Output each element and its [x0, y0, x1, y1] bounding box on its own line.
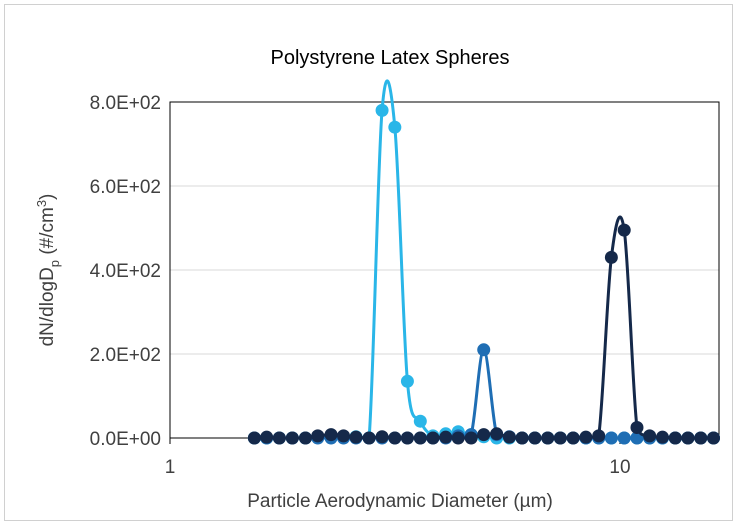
y-tick-label: 6.0E+02: [90, 177, 161, 198]
data-point: [528, 431, 542, 445]
x-tick-label: 10: [609, 457, 630, 478]
data-point: [707, 431, 721, 445]
data-point: [604, 250, 618, 264]
data-point: [668, 431, 682, 445]
y-axis-label-units: (#/cm: [37, 207, 58, 260]
data-point: [247, 431, 261, 445]
series-line: [254, 79, 714, 440]
data-point: [413, 414, 427, 428]
data-point: [604, 431, 618, 445]
y-axis-label-subscript: p: [47, 260, 62, 267]
series-3: [247, 215, 721, 445]
gridlines: [170, 185, 719, 355]
data-point: [553, 431, 567, 445]
series-line: [254, 348, 714, 440]
y-tick-label: 8.0E+02: [90, 93, 161, 114]
data-point: [298, 431, 312, 445]
y-tick-label: 2.0E+02: [90, 345, 161, 366]
data-point: [464, 431, 478, 445]
y-axis-ticks: 0.0E+00 2.0E+02 4.0E+02 6.0E+02 8.0E+02: [90, 93, 161, 450]
data-point: [617, 223, 631, 237]
data-point: [439, 430, 453, 444]
chart-frame: Polystyrene Latex Spheres 0.0E+00 2.0E+02…: [4, 4, 733, 521]
data-point: [285, 431, 299, 445]
y-axis-label-superscript: 3: [34, 200, 49, 207]
y-axis-label-main: dN/dlogD: [37, 267, 58, 346]
x-axis-label: Particle Aerodynamic Diameter (µm): [247, 491, 553, 512]
data-point: [681, 431, 695, 445]
data-point: [502, 430, 516, 444]
data-point: [694, 431, 708, 445]
data-point: [375, 103, 389, 117]
data-point: [324, 428, 338, 442]
data-point: [362, 431, 376, 445]
data-point: [477, 343, 491, 357]
y-axis-label: dN/dlogDp (#/cm3): [34, 194, 62, 347]
data-point: [490, 427, 504, 441]
data-point: [643, 429, 657, 443]
data-point: [592, 429, 606, 443]
data-point: [375, 430, 389, 444]
data-point: [413, 431, 427, 445]
data-point: [630, 421, 644, 434]
data-point: [579, 430, 593, 444]
data-point: [272, 431, 286, 445]
data-point: [388, 431, 402, 445]
y-axis-label-close: ): [37, 194, 58, 200]
data-point: [311, 429, 325, 443]
data-point: [566, 431, 580, 445]
chart-title: Polystyrene Latex Spheres: [270, 47, 509, 69]
data-point: [451, 431, 465, 445]
data-point: [477, 428, 491, 442]
data-point: [388, 120, 402, 134]
x-tick-label: 1: [165, 457, 176, 478]
data-point: [349, 430, 363, 444]
series-layer: [247, 79, 721, 445]
particle-size-chart: Polystyrene Latex Spheres 0.0E+00 2.0E+02…: [34, 47, 721, 512]
data-point: [617, 431, 631, 445]
data-point: [541, 431, 555, 445]
series-line: [254, 215, 714, 440]
data-point: [260, 430, 274, 444]
y-tick-label: 4.0E+02: [90, 261, 161, 282]
y-tick-label: 0.0E+00: [90, 429, 161, 450]
data-point: [515, 431, 529, 445]
data-point: [426, 431, 440, 445]
data-point: [400, 374, 414, 388]
series-1: [247, 79, 721, 445]
data-point: [337, 429, 351, 443]
data-point: [655, 430, 669, 444]
data-point: [400, 431, 414, 445]
